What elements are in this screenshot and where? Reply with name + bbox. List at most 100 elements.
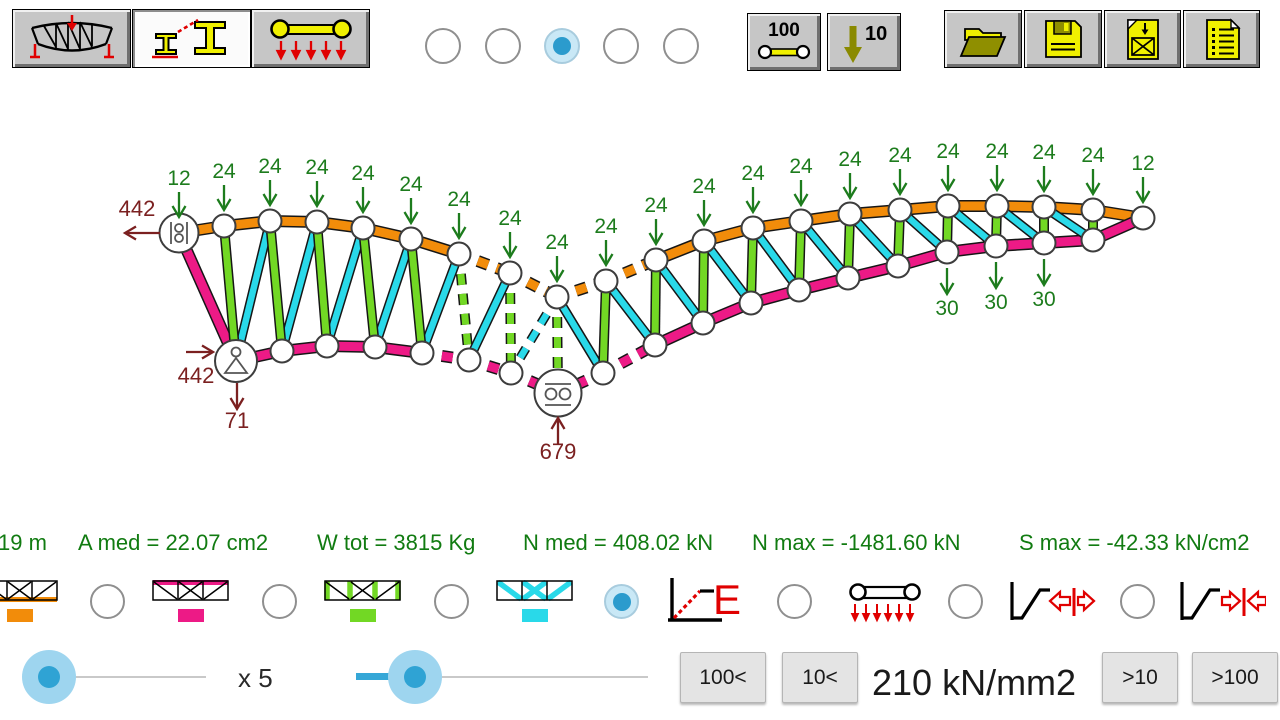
truss-member-vert[interactable] (747, 227, 757, 304)
load-value: 24 (212, 160, 236, 183)
truss-member-diag[interactable] (653, 258, 706, 325)
export-drawing-button[interactable] (1104, 10, 1181, 68)
modulus-minus-100-button[interactable]: 100< (680, 652, 766, 703)
truss-member-vert[interactable] (599, 280, 610, 374)
view-radio-1[interactable] (425, 28, 461, 64)
truss-node[interactable] (983, 233, 1009, 259)
truss-node[interactable] (314, 333, 340, 359)
truss-node[interactable] (835, 265, 861, 291)
truss-member-diag[interactable] (750, 226, 802, 292)
truss-canvas[interactable]: 12 24 24 24 24 24 24 24 24 24 24 24 24 24 24 24 24 24 24 24… (0, 0, 1280, 520)
truss-member-diag[interactable] (371, 237, 415, 349)
truss-member-diag[interactable] (508, 295, 560, 375)
view-radio-3[interactable] (544, 28, 580, 64)
truss-node[interactable] (269, 338, 295, 364)
truss-node[interactable] (362, 334, 388, 360)
truss-node[interactable] (837, 201, 863, 227)
member-loads-button[interactable] (251, 9, 370, 68)
truss-node[interactable] (887, 197, 913, 223)
truss-node[interactable] (211, 213, 237, 239)
modulus-minus-10-button[interactable]: 10< (782, 652, 858, 703)
truss-member-diag[interactable] (418, 252, 463, 355)
result-radio-4[interactable] (604, 584, 639, 619)
truss-node[interactable] (1080, 227, 1106, 253)
truss-node[interactable] (304, 209, 330, 235)
truss-member-diag[interactable] (603, 279, 658, 347)
open-file-button[interactable] (944, 10, 1022, 68)
modulus-plus-100-button[interactable]: >100 (1192, 652, 1278, 703)
result-radio-2[interactable] (262, 584, 297, 619)
svg-text:E: E (713, 576, 740, 623)
truss-node[interactable] (934, 239, 960, 265)
truss-node[interactable] (885, 253, 911, 279)
truss-member-vert[interactable] (313, 221, 331, 347)
truss-node[interactable] (257, 208, 283, 234)
support-node-roller-h[interactable] (158, 212, 200, 254)
truss-member-vert[interactable] (455, 253, 473, 361)
support-node-pin[interactable] (214, 339, 258, 383)
truss-node[interactable] (350, 215, 376, 241)
truss-node[interactable] (1080, 197, 1106, 223)
deform-scale-slider-track[interactable] (48, 676, 206, 678)
truss-node[interactable] (446, 241, 472, 267)
truss-node[interactable] (691, 228, 717, 254)
modulus-slider-track[interactable] (356, 676, 648, 678)
truss-member-vert[interactable] (651, 259, 660, 346)
truss-node[interactable] (544, 284, 570, 310)
result-radio-5[interactable] (777, 584, 812, 619)
truss-node[interactable] (935, 193, 961, 219)
modulus-plus-10-button[interactable]: >10 (1102, 652, 1178, 703)
truss-member-vert[interactable] (266, 220, 286, 352)
result-radio-6[interactable] (948, 584, 983, 619)
truss-node[interactable] (788, 208, 814, 234)
view-radio-2[interactable] (485, 28, 521, 64)
truss-node[interactable] (740, 215, 766, 241)
truss-node[interactable] (593, 268, 619, 294)
truss-node[interactable] (786, 277, 812, 303)
truss-member-vert[interactable] (699, 240, 708, 324)
report-list-button[interactable] (1183, 10, 1260, 68)
save-file-button[interactable] (1024, 10, 1102, 68)
truss-member-vert[interactable] (506, 272, 515, 374)
view-radio-4[interactable] (603, 28, 639, 64)
load-step-10-button[interactable]: 10 (827, 13, 901, 71)
truss-member-diag[interactable] (323, 227, 367, 347)
truss-node[interactable] (497, 260, 523, 286)
member-100-icon: 100 (757, 20, 811, 60)
load-value: 30 (935, 297, 958, 320)
view-radio-5[interactable] (663, 28, 699, 64)
truss-node[interactable] (498, 360, 524, 386)
load-value: 24 (447, 188, 471, 211)
truss-node[interactable] (690, 310, 716, 336)
truss-node[interactable] (398, 226, 424, 252)
truss-node[interactable] (984, 193, 1010, 219)
truss-node[interactable] (1031, 194, 1057, 220)
truss-node[interactable] (738, 290, 764, 316)
deform-scale-slider-dot (38, 666, 60, 688)
truss-member-diag[interactable] (554, 295, 606, 375)
truss-node[interactable] (1031, 230, 1057, 256)
truss-member-diag[interactable] (701, 239, 754, 305)
truss-member-diag[interactable] (232, 220, 274, 362)
modulus-slider-dot (404, 666, 426, 688)
truss-node[interactable] (1130, 205, 1156, 231)
result-radio-1[interactable] (90, 584, 125, 619)
truss-member-diag[interactable] (466, 271, 513, 362)
truss-member-diag[interactable] (278, 221, 321, 352)
truss-node[interactable] (642, 332, 668, 358)
truss-node[interactable] (409, 340, 435, 366)
truss-member-vert[interactable] (220, 225, 240, 362)
truss-node[interactable] (643, 247, 669, 273)
result-radio-7[interactable] (1120, 584, 1155, 619)
load-scale-100-button[interactable]: 100 (747, 13, 821, 71)
member-loads-icon (269, 18, 352, 61)
truss-member-vert[interactable] (407, 238, 426, 354)
truss-member-bot[interactable] (174, 231, 241, 363)
truss-node[interactable] (590, 360, 616, 386)
result-radio-3[interactable] (434, 584, 469, 619)
truss-node[interactable] (456, 347, 482, 373)
truss-geometry-button[interactable] (12, 9, 131, 68)
beam-section-button[interactable] (132, 9, 251, 68)
truss-member-vert[interactable] (359, 227, 379, 348)
support-node-roller-v[interactable] (533, 368, 583, 418)
